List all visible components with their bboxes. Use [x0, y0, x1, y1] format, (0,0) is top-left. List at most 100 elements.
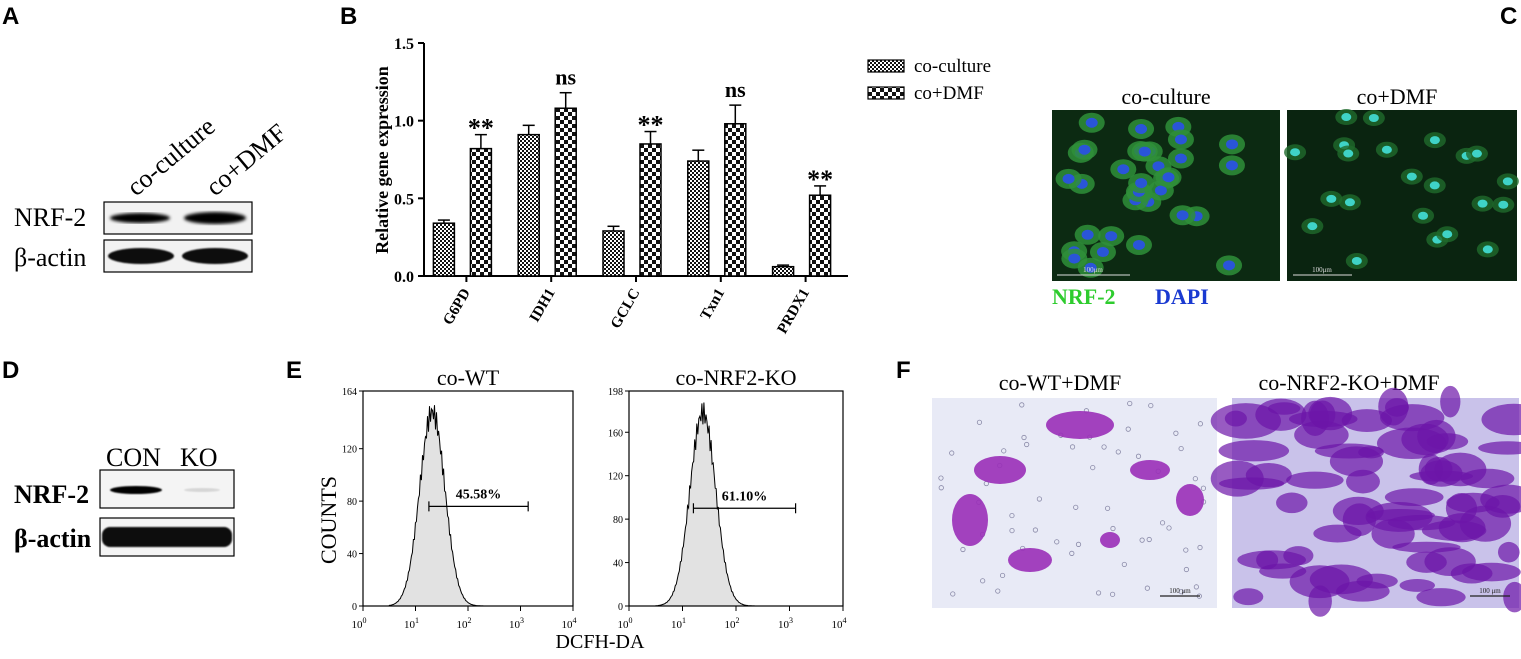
panel-letter-c: C: [1500, 3, 1517, 30]
stain-blob: [952, 494, 988, 546]
pore: [1069, 550, 1075, 556]
cell-nucleus: [1307, 222, 1318, 231]
panel-letter-a: A: [2, 3, 19, 30]
cell-nucleus: [1418, 211, 1429, 220]
cell-nucleus: [1162, 172, 1175, 183]
flow-histogram: [388, 405, 510, 607]
cell-nucleus: [1368, 113, 1379, 122]
flow-x-tick-label: 104: [562, 616, 577, 631]
flow-x-tick-label: 100: [352, 616, 367, 631]
pore: [1115, 449, 1121, 455]
band-nrf2-con: [110, 486, 162, 494]
pore: [949, 450, 955, 456]
bar-gclc-co-dmf: [639, 143, 662, 277]
bar-idh1-co-dmf: [554, 107, 577, 277]
band-actin-co-dmf: [182, 248, 248, 264]
flow-y-tick-label: 198: [608, 387, 623, 398]
cell-nucleus: [1068, 253, 1081, 264]
cell-nucleus: [1442, 230, 1453, 239]
flow-plot-co-nrf2-ko: co-NRF2-KO 0 40 80 120 160 198 100 101 102 103 104 6…: [608, 365, 847, 631]
cell-nucleus: [1135, 178, 1148, 189]
stain-blob: [1233, 588, 1264, 606]
pore: [1069, 444, 1076, 450]
bar-y-tick-label: 1.5: [394, 36, 414, 53]
significance-mark: ns: [555, 65, 576, 90]
pore: [1054, 539, 1060, 545]
flow-plot-title: co-WT: [437, 365, 500, 390]
stain-blob: [1237, 550, 1306, 570]
stain-blob: [1276, 492, 1308, 514]
stain-blob: [1365, 501, 1433, 532]
stain-blob: [1497, 541, 1520, 563]
panel-c: C co-culture co+DMF 100μm 100μm NRF-2 DA…: [1052, 3, 1519, 309]
flow-y-axis-label: COUNTS: [316, 476, 341, 564]
pore: [1125, 426, 1131, 432]
bar-category-label: G6PD: [440, 286, 474, 328]
image-title-co-dmf: co+DMF: [1357, 84, 1438, 109]
pore: [1001, 448, 1007, 454]
significance-mark: ns: [725, 77, 746, 102]
stain-label-dapi: DAPI: [1155, 284, 1209, 309]
stain-blobs-ko: [1210, 385, 1521, 617]
significance-mark: **: [468, 114, 494, 143]
pore: [1121, 561, 1127, 568]
band-nrf2-co-culture: [110, 213, 170, 223]
stain-blob: [1176, 484, 1204, 516]
panel-letter-b: B: [340, 3, 357, 30]
stain-blob: [1481, 403, 1521, 436]
bar-g6pd-co-culture: [432, 222, 456, 277]
flow-x-tick-label: 103: [778, 616, 793, 631]
stain-blob: [1267, 402, 1301, 415]
stain-blob: [1341, 409, 1393, 432]
cell-nucleus: [1429, 136, 1440, 145]
pore: [938, 475, 944, 481]
stain-blob: [1503, 581, 1521, 613]
pore: [1197, 421, 1204, 427]
stain-blob: [1426, 433, 1469, 450]
bar-category-label: PRDX1: [775, 286, 813, 337]
stain-blob: [1218, 440, 1290, 462]
pore: [1197, 544, 1203, 551]
flow-y-tick-label: 164: [342, 387, 357, 398]
cell-nucleus: [1498, 200, 1509, 209]
pore: [1110, 525, 1116, 532]
cell-nucleus: [1429, 181, 1440, 190]
cell-nucleus: [1138, 146, 1151, 157]
cell-nucleus: [1223, 260, 1236, 271]
row-label-beta-actin: β-actin: [14, 243, 86, 272]
flow-x-tick-label: 101: [671, 616, 686, 631]
pore: [1101, 444, 1107, 450]
stain-blob: [1008, 548, 1052, 572]
image-title-co-culture: co-culture: [1121, 84, 1210, 109]
bar-txn1-co-dmf: [724, 123, 747, 277]
legend-label: co-culture: [914, 56, 991, 77]
pore: [1036, 496, 1043, 502]
pore: [1193, 584, 1199, 590]
flow-y-tick-label: 40: [347, 550, 357, 561]
significance-mark: **: [638, 111, 664, 140]
pore: [1200, 485, 1207, 491]
legend-label: co+DMF: [914, 83, 984, 104]
pore: [1192, 476, 1198, 482]
pore: [1159, 520, 1166, 526]
cells-co-culture: [1055, 112, 1246, 278]
flow-x-tick-label: 102: [725, 616, 740, 631]
stain-blob: [1416, 588, 1466, 607]
pore: [1024, 441, 1030, 448]
flow-y-tick-label: 160: [608, 428, 623, 439]
stain-blob: [1462, 562, 1521, 582]
stain-blob: [1046, 411, 1114, 439]
cell-nucleus: [1176, 210, 1189, 221]
flow-x-tick-label: 102: [457, 616, 472, 631]
pore: [1021, 434, 1027, 441]
row-label-nrf2-d: NRF-2: [14, 480, 89, 509]
panel-letter-d: D: [2, 357, 19, 384]
bar-y-tick-label: 0.0: [394, 269, 414, 286]
stain-blob: [1329, 446, 1384, 477]
cell-nucleus: [1096, 247, 1109, 258]
cell-nucleus: [1174, 153, 1187, 164]
cell-nucleus: [1351, 256, 1362, 265]
cell-nucleus: [1174, 134, 1187, 145]
pore: [1110, 591, 1116, 597]
